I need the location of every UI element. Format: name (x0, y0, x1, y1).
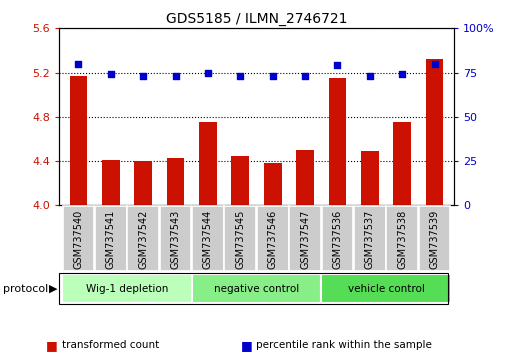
Text: GSM737547: GSM737547 (300, 209, 310, 269)
Bar (62, 274, 192, 303)
Bar (296, 150, 314, 205)
Text: ▶: ▶ (49, 284, 57, 293)
Bar (231, 155, 249, 205)
Bar (167, 158, 185, 205)
Bar (127, 206, 159, 271)
Point (171, 73, 180, 79)
Bar (393, 122, 411, 205)
Bar (63, 206, 94, 271)
Text: GSM737537: GSM737537 (365, 209, 375, 269)
Text: GSM737538: GSM737538 (397, 209, 407, 269)
Point (269, 73, 277, 79)
Point (366, 73, 374, 79)
Bar (322, 206, 353, 271)
Point (204, 70, 212, 75)
Bar (134, 161, 152, 205)
Text: Wig-1 depletion: Wig-1 depletion (86, 284, 168, 293)
Point (107, 72, 115, 77)
Point (74, 61, 83, 67)
Bar (225, 206, 256, 271)
Text: GSM737542: GSM737542 (138, 209, 148, 269)
Text: negative control: negative control (214, 284, 299, 293)
Text: ■: ■ (241, 339, 253, 352)
Text: GSM737543: GSM737543 (170, 209, 181, 269)
Text: GSM737545: GSM737545 (235, 209, 245, 269)
Text: GSM737544: GSM737544 (203, 209, 213, 269)
Bar (160, 206, 191, 271)
Text: transformed count: transformed count (62, 340, 159, 350)
Bar (289, 206, 321, 271)
Bar (426, 59, 443, 205)
Bar (192, 206, 224, 271)
Bar (192, 274, 321, 303)
Point (333, 63, 342, 68)
Bar (419, 206, 450, 271)
Point (430, 61, 439, 67)
Text: protocol: protocol (3, 284, 48, 293)
Bar (264, 163, 282, 205)
Point (236, 73, 244, 79)
Bar (354, 206, 386, 271)
Text: percentile rank within the sample: percentile rank within the sample (256, 340, 432, 350)
Text: GSM737540: GSM737540 (73, 209, 84, 269)
Bar (321, 274, 451, 303)
Bar (386, 206, 418, 271)
Text: GSM737541: GSM737541 (106, 209, 116, 269)
Text: GSM737536: GSM737536 (332, 209, 343, 269)
Text: GSM737546: GSM737546 (268, 209, 278, 269)
Point (301, 73, 309, 79)
Text: vehicle control: vehicle control (348, 284, 424, 293)
Bar (361, 151, 379, 205)
Text: GSM737539: GSM737539 (429, 209, 440, 269)
Text: ■: ■ (46, 339, 58, 352)
Bar (199, 122, 217, 205)
Title: GDS5185 / ILMN_2746721: GDS5185 / ILMN_2746721 (166, 12, 347, 26)
Bar (257, 206, 288, 271)
Point (398, 72, 406, 77)
Bar (328, 78, 346, 205)
Bar (70, 76, 87, 205)
Bar (95, 206, 127, 271)
Point (139, 73, 147, 79)
Bar (102, 160, 120, 205)
